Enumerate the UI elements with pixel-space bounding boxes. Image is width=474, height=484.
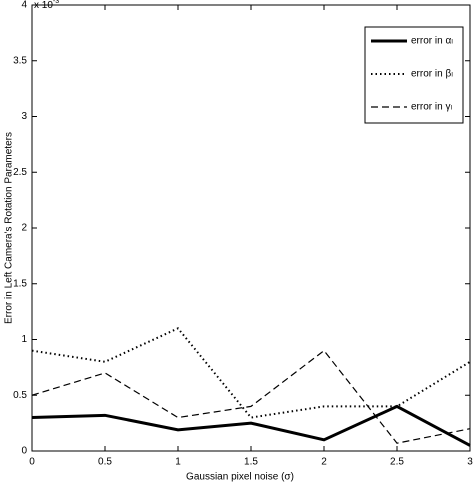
y-tick-label: 2.5 (13, 167, 27, 178)
x-axis-label: Gaussian pixel noise (σ) (186, 472, 294, 483)
series-line (31, 404, 471, 447)
y-tick-label: 1.5 (13, 278, 27, 289)
y-tick-label: 2 (21, 223, 27, 234)
series-line (31, 327, 471, 419)
legend: error in αₗ error in βₗ error in γₗ (364, 26, 464, 124)
x-tick-label: 1 (175, 457, 181, 468)
series-line (31, 349, 471, 444)
y-tick-label: 3.5 (13, 55, 27, 66)
legend-label: error in γₗ (411, 102, 452, 113)
x-tick-label: 0.5 (98, 457, 112, 468)
y-tick-label: 3 (21, 111, 27, 122)
x-tick-label: 3 (467, 457, 473, 468)
x-tick-label: 2.5 (390, 457, 404, 468)
y-axis-label: Error in Left Camera's Rotation Paramete… (4, 132, 15, 324)
x-tick-label: 0 (29, 457, 35, 468)
y-tick-label: 0.5 (13, 390, 27, 401)
legend-label: error in αₗ (411, 36, 453, 47)
x-tick-label: 2 (321, 457, 327, 468)
x-tick-label: 1.5 (244, 457, 258, 468)
legend-label: error in βₗ (411, 69, 453, 80)
y-tick-label: 0 (21, 446, 27, 457)
y-tick-label: 1 (21, 334, 27, 345)
y-tick-label: 4 (21, 0, 27, 11)
